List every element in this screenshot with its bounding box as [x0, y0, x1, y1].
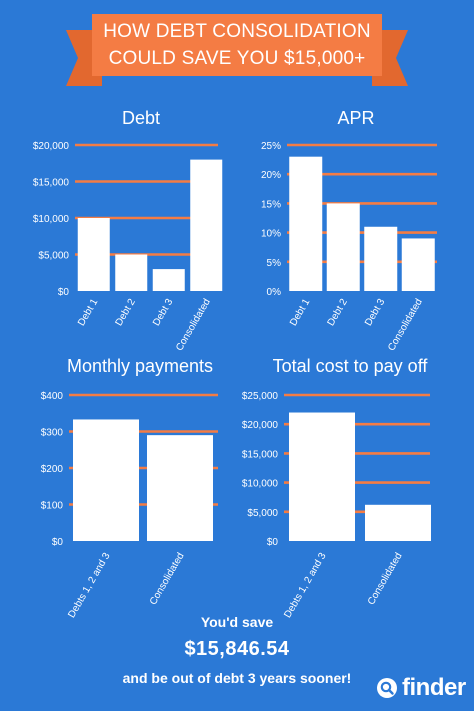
chart-title: Total cost to pay off — [273, 356, 429, 376]
bar — [115, 254, 148, 291]
y-tick-label: $5,000 — [247, 508, 278, 519]
x-tick-label: Debts 1, 2 and 3 — [282, 551, 328, 620]
banner-title: HOW DEBT CONSOLIDATION COULD SAVE YOU $1… — [92, 14, 382, 76]
y-tick-label: $10,000 — [242, 479, 279, 490]
y-tick-label: 0% — [267, 287, 282, 298]
y-tick-label: $100 — [41, 501, 64, 512]
finder-logo-icon — [377, 678, 397, 698]
bar — [152, 269, 185, 291]
y-tick-label: $10,000 — [33, 214, 70, 225]
x-tick-label: Debt 2 — [326, 297, 350, 328]
y-tick-label: $0 — [267, 537, 279, 548]
banner-title-line1: HOW DEBT CONSOLIDATION — [103, 21, 371, 42]
savings-outro: and be out of debt 3 years sooner! — [122, 670, 352, 686]
bar — [364, 226, 398, 291]
title-banner — [66, 14, 408, 86]
banner-body — [92, 14, 382, 76]
bar — [190, 159, 223, 291]
banner-title-line2: COULD SAVE YOU $15,000+ — [108, 48, 366, 69]
bar — [147, 435, 213, 541]
x-tick-label: Consolidated — [148, 551, 187, 607]
bar — [77, 218, 110, 291]
x-tick-label: Consolidated — [174, 297, 213, 353]
chart-title: APR — [337, 108, 374, 128]
y-tick-label: 5% — [267, 258, 282, 269]
y-tick-label: $300 — [41, 428, 64, 439]
x-tick-label: Consolidated — [366, 551, 405, 607]
x-tick-label: Debt 2 — [114, 297, 138, 328]
x-tick-label: Debt 3 — [363, 297, 387, 328]
y-tick-label: 15% — [261, 199, 281, 210]
x-tick-label: Debt 3 — [151, 297, 175, 328]
bar — [289, 156, 323, 291]
bar — [73, 419, 139, 541]
y-tick-label: $25,000 — [242, 391, 279, 402]
x-tick-label: Debt 1 — [288, 297, 312, 328]
y-tick-label: $400 — [41, 391, 64, 402]
savings-intro: You'd save — [200, 614, 274, 630]
finder-logo-text: finder — [402, 674, 466, 701]
chart-title: Debt — [122, 108, 160, 128]
savings-amount: $15,846.54 — [184, 638, 290, 660]
y-tick-label: $0 — [58, 287, 70, 298]
y-tick-label: 10% — [261, 229, 281, 240]
y-tick-label: $0 — [52, 537, 64, 548]
bar — [401, 238, 435, 291]
y-tick-label: $200 — [41, 464, 64, 475]
y-tick-label: $15,000 — [33, 178, 70, 189]
y-tick-label: $5,000 — [38, 251, 69, 262]
x-tick-label: Consolidated — [386, 297, 425, 353]
y-tick-label: $15,000 — [242, 449, 279, 460]
y-tick-label: $20,000 — [242, 420, 279, 431]
bar — [289, 412, 355, 541]
y-tick-label: 20% — [261, 170, 281, 181]
y-tick-label: 25% — [261, 141, 281, 152]
y-tick-label: $20,000 — [33, 141, 70, 152]
x-tick-label: Debt 1 — [76, 297, 100, 328]
bar — [326, 203, 360, 291]
chart-title: Monthly payments — [67, 356, 213, 376]
bar — [365, 504, 431, 541]
finder-logo: finder — [376, 674, 466, 702]
x-tick-label: Debts 1, 2 and 3 — [66, 551, 112, 620]
